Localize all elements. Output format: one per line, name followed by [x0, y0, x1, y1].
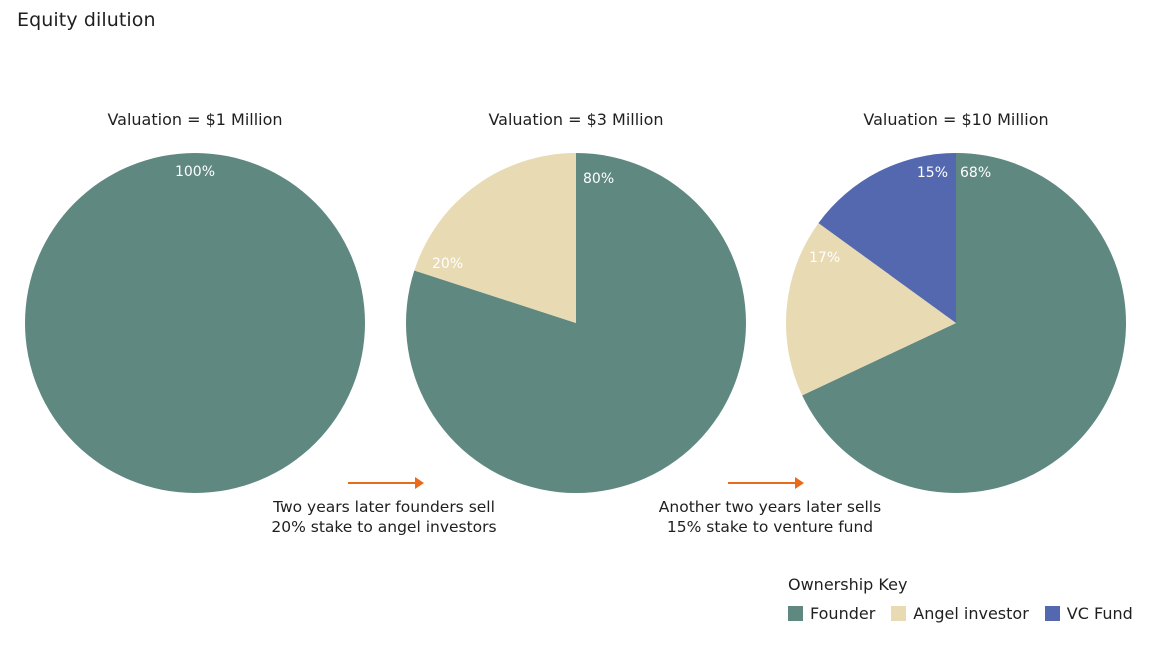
legend-label-angel-investor: Angel investor: [913, 604, 1029, 623]
pie-3-label-founder: 68%: [960, 165, 991, 181]
pie-3: Valuation = $10 Million 68% 17% 15%: [786, 110, 1127, 493]
legend-swatch-angel-investor: [891, 606, 907, 621]
page-title: Equity dilution: [17, 9, 156, 31]
pie-3-label-angel-investor: 17%: [809, 250, 840, 266]
pie-3-title: Valuation = $10 Million: [863, 110, 1048, 129]
pie-1-label-founder: 100%: [175, 164, 215, 180]
annotation-2: Another two years later sells 15% stake …: [630, 497, 910, 537]
annotation-2-line-1: Another two years later sells: [658, 498, 882, 516]
legend-swatch-vc-fund: [1044, 606, 1060, 621]
pie-3-label-vc-fund: 15%: [917, 165, 948, 181]
pie-2-label-founder: 80%: [583, 171, 614, 187]
pie-2-slice-founder: [406, 153, 747, 494]
pie-2-label-angel-investor: 20%: [432, 256, 463, 272]
pie-1: Valuation = $1 Million 100%: [25, 110, 365, 493]
annotation-1-line-1: Two years later founders sell: [273, 498, 495, 516]
pie-3-slice-angel-investor: [786, 223, 956, 396]
legend-title: Ownership Key: [788, 575, 908, 594]
legend-label-founder: Founder: [810, 604, 876, 623]
pie-2-slice-angel-investor: [414, 153, 576, 323]
pie-1-title: Valuation = $1 Million: [107, 110, 282, 129]
transition-arrow-2: [728, 477, 804, 489]
pie-2-title: Valuation = $3 Million: [488, 110, 663, 129]
pie-2: Valuation = $3 Million 80% 20%: [406, 110, 747, 494]
legend-label-vc-fund: VC Fund: [1066, 604, 1133, 623]
legend: Founder Angel investor VC Fund: [788, 604, 1133, 623]
legend-swatch-founder: [788, 606, 803, 621]
pie-1-slice-founder: [25, 153, 365, 493]
legend-item-vc-fund: VC Fund: [1044, 604, 1133, 623]
annotation-1: Two years later founders sell 20% stake …: [244, 497, 524, 537]
legend-item-angel-investor: Angel investor: [891, 604, 1029, 623]
legend-item-founder: Founder: [788, 604, 875, 623]
transition-arrow-1: [348, 477, 424, 489]
pie-3-slice-vc-fund: [818, 153, 956, 323]
annotation-2-line-2: 15% stake to venture fund: [666, 518, 874, 536]
pie-3-slice-founder: [802, 153, 1127, 493]
annotation-1-line-2: 20% stake to angel investors: [271, 518, 497, 536]
